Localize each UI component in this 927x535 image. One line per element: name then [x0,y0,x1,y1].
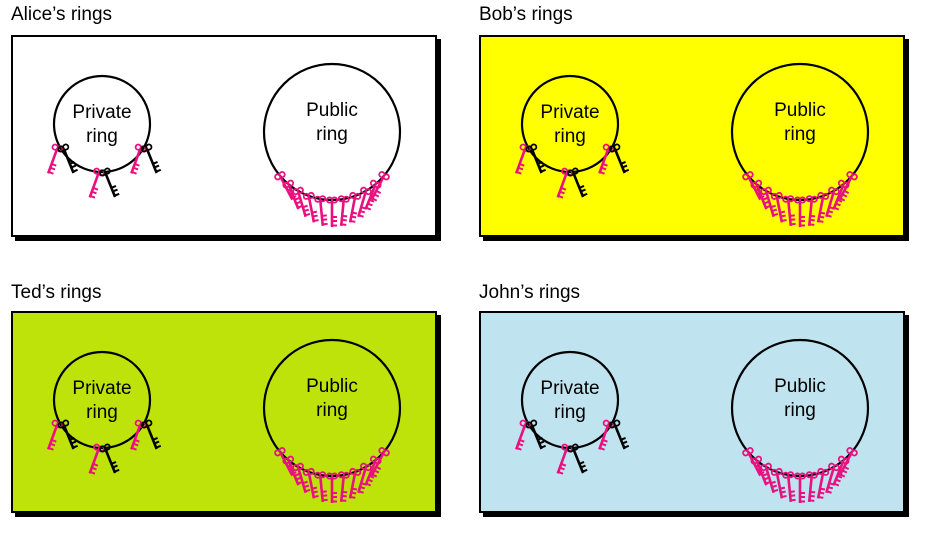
key-icon [514,419,532,451]
ring-label-line: Public [306,100,358,121]
key-icon [608,419,630,450]
ring-label-line: Private [72,378,131,399]
key-icon [348,191,362,223]
key-icon [314,471,328,502]
key-icon [794,196,806,227]
private-key-ring [52,350,152,450]
key-icon [99,443,120,474]
key-icon [525,143,546,174]
ring-label-line: Private [72,102,131,123]
key-icon [364,179,382,211]
ring-label-line: ring [316,124,348,145]
panel-caption-john: John’s rings [479,282,581,303]
key-icon [302,191,319,223]
key-icon [825,462,840,494]
key-icon [88,443,105,475]
key-icon [770,191,787,223]
key-icon [770,467,787,499]
john-rings-panel: Private ring Public ring [479,311,905,513]
key-rings-drawing: Private ring Public ring [46,338,402,503]
key-icon [760,462,779,494]
key-icon [567,443,588,474]
ring-label-line: ring [316,400,348,421]
key-icon [816,191,830,223]
alice-rings-panel: Private ring Public ring [11,35,437,237]
ring-label-line: ring [554,126,586,147]
key-rings-drawing: Private ring Public ring [514,62,870,227]
key-icon [302,467,319,499]
key-icon [337,471,350,502]
key-icon [838,171,858,202]
key-icon [825,186,840,218]
key-icon [57,419,78,450]
key-icon [88,167,105,199]
ted-rings-panel: Private ring Public ring [11,311,437,513]
private-key-ring [520,74,620,174]
ring-label-line: Private [540,378,599,399]
key-icon [567,167,588,198]
key-icon [46,143,64,175]
key-icon [832,179,850,211]
key-icon [838,447,858,478]
key-icon [525,419,546,450]
key-icon [370,447,390,478]
ring-label-line: ring [86,126,118,147]
key-icon [326,472,338,503]
key-icon [314,195,328,226]
key-icon [292,186,311,218]
key-icon [805,471,818,502]
key-rings-drawing: Private ring Public ring [46,62,402,227]
key-icon [57,143,78,174]
key-icon [760,186,779,218]
bob-rings-panel: Private ring Public ring [479,35,905,237]
private-key-ring [520,350,620,450]
key-icon [348,467,362,499]
key-icon [292,462,311,494]
key-icon [282,179,303,210]
panel-caption-bob: Bob’s rings [479,4,573,25]
key-icon [816,467,830,499]
key-icon [370,171,390,202]
ring-label-line: ring [784,400,816,421]
key-icon [130,419,147,451]
key-icon [608,143,630,174]
key-icon [782,195,796,226]
key-icon [140,143,162,174]
key-icon [326,196,338,227]
key-icon [337,195,350,226]
panel-caption-ted: Ted’s rings [11,282,102,303]
key-icon [140,419,162,450]
ring-label-line: Public [774,376,826,397]
ring-label-line: ring [784,124,816,145]
ring-label-line: ring [86,402,118,423]
ring-label-line: ring [554,402,586,423]
key-icon [805,195,818,226]
key-icon [782,471,796,502]
private-key-ring [52,74,152,174]
key-icon [99,167,120,198]
ring-label-line: Private [540,102,599,123]
panel-caption-alice: Alice’s rings [11,4,113,25]
ring-label-line: Public [774,100,826,121]
ring-label-line: Public [306,376,358,397]
key-rings-drawing: Private ring Public ring [514,338,870,503]
key-icon [794,472,806,503]
